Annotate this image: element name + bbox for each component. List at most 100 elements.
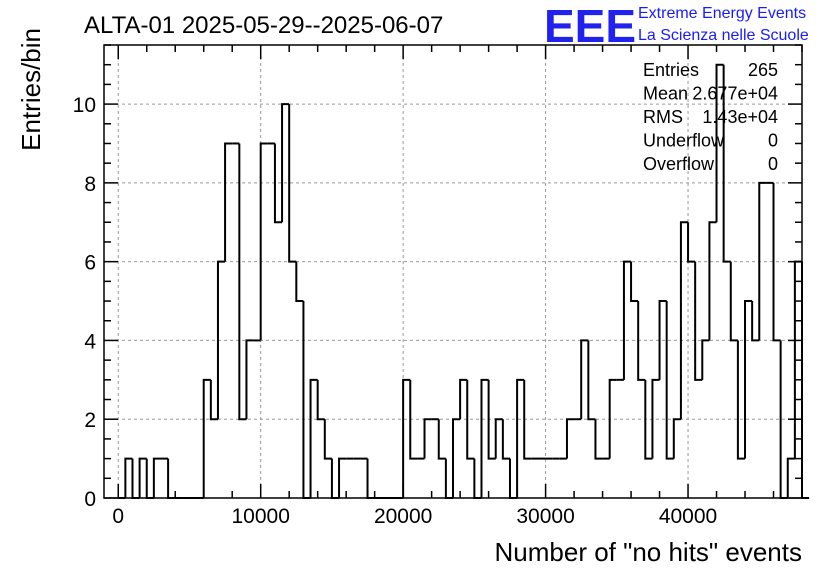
histogram-bin <box>772 182 781 342</box>
histogram-bin <box>459 378 468 420</box>
y-axis-title: Entries/bin <box>16 28 46 151</box>
histogram-bin <box>744 300 753 459</box>
histogram-bin <box>302 301 311 499</box>
y-tick-label: 8 <box>84 173 96 196</box>
stats-value: 2.677e+04 <box>692 84 778 104</box>
histogram-bin <box>801 261 810 499</box>
logo-line-2: La Scienza nelle Scuole <box>638 27 809 44</box>
histogram-bin <box>209 379 218 421</box>
y-tick-label: 0 <box>84 488 96 511</box>
histogram-bin <box>473 458 482 499</box>
histogram-bin <box>672 418 681 459</box>
histogram-bin <box>480 378 489 498</box>
histogram-bin <box>715 63 724 223</box>
stats-value: 0 <box>768 131 778 151</box>
histogram-bin <box>594 419 603 460</box>
histogram-bin <box>501 419 510 460</box>
histogram-bin <box>516 378 525 498</box>
stats-value: 1.43e+04 <box>702 107 778 127</box>
histogram-bin <box>338 457 347 498</box>
x-tick-label: 10000 <box>231 505 289 528</box>
histogram-bin <box>466 379 475 460</box>
histogram-bin <box>216 260 226 420</box>
histogram-bin <box>316 379 325 421</box>
y-tick-label: 10 <box>73 94 96 117</box>
histogram-bin <box>281 103 290 223</box>
x-tick-label: 20000 <box>374 505 432 528</box>
histogram-bin <box>523 379 532 460</box>
histogram-bin <box>729 261 738 342</box>
histogram-bin <box>665 301 674 460</box>
y-tick-label: 4 <box>84 330 96 353</box>
x-tick-label: 0 <box>112 505 124 528</box>
stats-label: Mean <box>643 84 688 104</box>
histogram-bin <box>758 181 767 341</box>
histogram-bin <box>295 261 304 303</box>
stats-label: RMS <box>643 107 683 127</box>
stats-label: Entries <box>643 60 699 80</box>
histogram-bin <box>409 379 418 460</box>
histogram-bin <box>309 378 318 498</box>
histogram-bin <box>452 418 461 498</box>
histogram-bin <box>651 378 660 459</box>
histogram-bin <box>508 458 518 499</box>
x-axis-title: Number of "no hits" events <box>495 537 803 567</box>
histogram-bin <box>751 301 760 342</box>
stats-label: Overflow <box>643 154 715 174</box>
histogram-bin <box>580 339 589 420</box>
histogram-bin <box>402 378 411 498</box>
histogram-bin <box>131 458 140 499</box>
histogram-bin <box>708 221 717 341</box>
histogram-bin <box>202 378 211 498</box>
histogram-bin <box>138 457 147 498</box>
eee-logo: EEE <box>544 0 636 52</box>
histogram-bin <box>259 142 268 341</box>
plot-frame <box>103 44 803 499</box>
histogram-bin <box>494 418 503 459</box>
histogram-bin <box>687 222 696 263</box>
histogram-bin <box>167 458 176 499</box>
histogram-bin <box>644 379 653 460</box>
histogram-bin <box>487 379 496 460</box>
histogram-bin <box>608 378 617 459</box>
histogram-bin <box>437 419 446 460</box>
histogram-bin <box>565 418 575 459</box>
stats-value: 265 <box>748 60 778 80</box>
histogram-bin <box>288 104 297 263</box>
plot-frame-rect <box>103 44 803 499</box>
logo-line-1: Extreme Energy Events <box>638 5 806 22</box>
histogram-bin <box>245 339 254 420</box>
stats-box: Entries 265 Mean 2.677e+04 RMS 1.43e+04 Underf… <box>643 60 778 174</box>
histogram-bin <box>786 457 795 498</box>
y-tick-label: 6 <box>84 252 96 275</box>
histogram-bin <box>630 261 639 303</box>
histogram-bin <box>736 340 746 460</box>
x-tick-label: 30000 <box>516 505 574 528</box>
histogram-bin <box>694 261 703 381</box>
histogram-bin <box>323 419 332 460</box>
histogram-bin <box>366 458 375 499</box>
histogram-bin <box>238 143 247 421</box>
histogram-bin <box>330 458 340 499</box>
histogram-bin <box>152 457 161 498</box>
axis-ticks: 0 10000 20000 30000 40000 0 2 4 6 8 10 <box>73 44 803 528</box>
histogram-bin <box>722 64 731 263</box>
histogram-bin <box>224 142 233 262</box>
stats-value: 0 <box>768 154 778 174</box>
histogram-bin <box>423 418 432 459</box>
stats-label: Underflow <box>643 131 725 151</box>
histogram-bin <box>124 457 133 498</box>
histogram-bin <box>658 300 667 380</box>
x-tick-label: 40000 <box>659 505 717 528</box>
histogram-bin <box>444 458 453 499</box>
histogram-bin <box>145 458 154 499</box>
histogram-bin <box>679 221 689 420</box>
histogram-bin <box>587 340 596 421</box>
histogram-bin <box>637 301 646 381</box>
histogram-bin <box>701 339 710 380</box>
y-tick-label: 2 <box>84 409 96 432</box>
chart-title: ALTA-01 2025-05-29--2025-06-07 <box>84 12 443 39</box>
histogram-bin <box>622 260 632 380</box>
